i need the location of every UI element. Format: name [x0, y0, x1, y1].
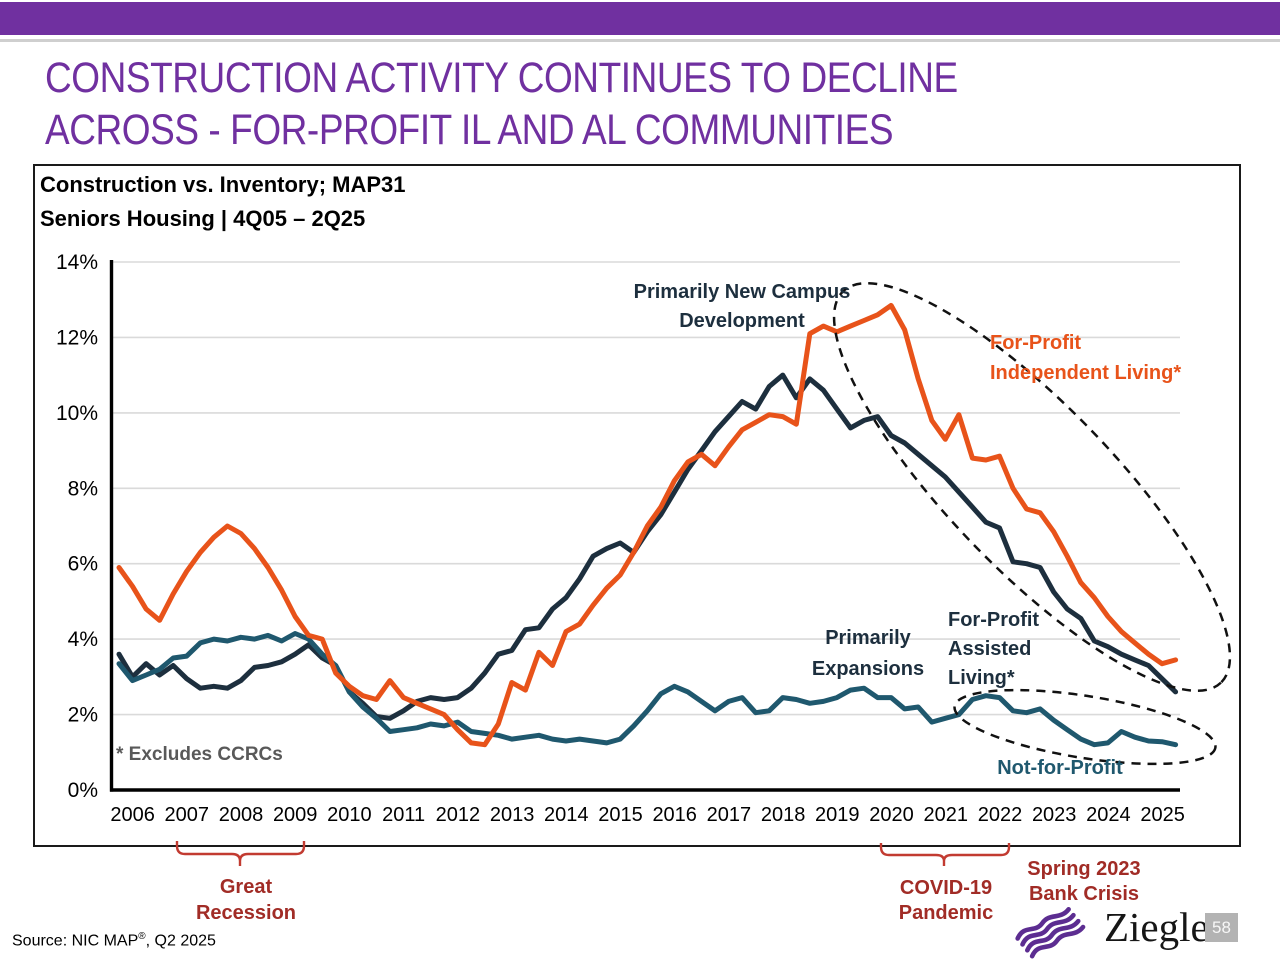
x-tick-label: 2013 [490, 804, 535, 826]
header-divider [0, 39, 1280, 42]
series-line-al [116, 372, 1179, 721]
x-tick-label: 2009 [273, 804, 318, 826]
page-number-badge: 58 [1205, 913, 1238, 942]
header-bar [0, 2, 1280, 35]
callout-great-recession: Great Recession [195, 876, 297, 924]
y-tick-label: 8% [68, 477, 98, 500]
chart-footnote: * Excludes CCRCs [116, 744, 283, 765]
slide-title: CONSTRUCTION ACTIVITY CONTINUES TO DECLI… [45, 52, 958, 156]
x-tick-label: 2017 [707, 804, 752, 826]
chart-title: Construction vs. Inventory; MAP31 [40, 172, 406, 197]
callout-bank-crisis: Spring 2023 Bank Crisis [1027, 858, 1141, 905]
covid-brace-icon [879, 843, 1011, 866]
series-line-nfp [116, 631, 1179, 748]
x-tick-label: 2018 [761, 804, 806, 826]
registered-mark-icon: ® [138, 931, 146, 942]
il-al-decline-ellipse [832, 281, 1232, 693]
x-tick-label: 2010 [327, 804, 372, 826]
chart-subtitle: Seniors Housing | 4Q05 – 2Q25 [40, 206, 366, 231]
y-tick-label: 14% [56, 251, 98, 274]
y-tick-label: 2% [68, 704, 98, 727]
x-tick-label: 2016 [652, 804, 697, 826]
x-tick-label: 2021 [924, 804, 969, 826]
annotation-al-legend: For-Profit Assisted Living* [948, 609, 1040, 689]
x-tick-label: 2008 [219, 804, 264, 826]
callout-covid: COVID-19 Pandemic [898, 877, 994, 924]
x-tick-label: 2011 [382, 804, 425, 826]
nfp-decline-ellipse [953, 688, 1217, 766]
annotation-new-campus: Primarily New Campus Development [633, 281, 851, 332]
y-tick-label: 6% [68, 553, 98, 576]
slide-title-line1: CONSTRUCTION ACTIVITY CONTINUES TO DECLI… [45, 54, 958, 102]
series-line-il [116, 302, 1179, 748]
chart-title-block: Construction vs. Inventory; MAP31 Senior… [40, 168, 406, 236]
x-tick-label: 2024 [1086, 804, 1131, 826]
great-recession-brace-icon [175, 841, 306, 866]
slide-title-line2: ACROSS - FOR-PROFIT IL AND AL COMMUNITIE… [45, 106, 894, 154]
annotation-expansions: Primarily Expansions [811, 627, 925, 680]
x-tick-label: 2006 [110, 804, 155, 826]
x-tick-label: 2012 [436, 804, 481, 826]
annotation-il-legend: For-Profit Independent Living* [990, 332, 1182, 384]
x-tick-label: 2007 [165, 804, 210, 826]
y-tick-labels: 14% 12% 10% 8% 6% 4% 2% 0% [56, 251, 98, 802]
chart-frame [33, 164, 1241, 847]
x-tick-label: 2019 [815, 804, 860, 826]
y-tick-label: 10% [56, 402, 98, 425]
x-tick-label: 2022 [978, 804, 1023, 826]
series-lines [116, 302, 1179, 748]
annotation-nfp-legend: Not-for-Profit [997, 757, 1123, 779]
ziegler-wordmark: Ziegler [1104, 904, 1223, 950]
y-tick-label: 12% [56, 326, 98, 349]
y-tick-label: 4% [68, 628, 98, 651]
x-tick-labels: 2006 2007 2008 2009 2010 2011 2012 2013 2014 2015… [110, 804, 1185, 826]
x-tick-label: 2023 [1032, 804, 1077, 826]
source-note: Source: NIC MAP®, Q2 2025 [12, 931, 216, 950]
x-tick-label: 2025 [1140, 804, 1185, 826]
x-tick-label: 2014 [544, 804, 589, 826]
y-tick-label: 0% [68, 779, 98, 802]
ziegler-logo-icon [1015, 907, 1086, 959]
x-tick-label: 2015 [598, 804, 643, 826]
x-tick-label: 2020 [869, 804, 914, 826]
